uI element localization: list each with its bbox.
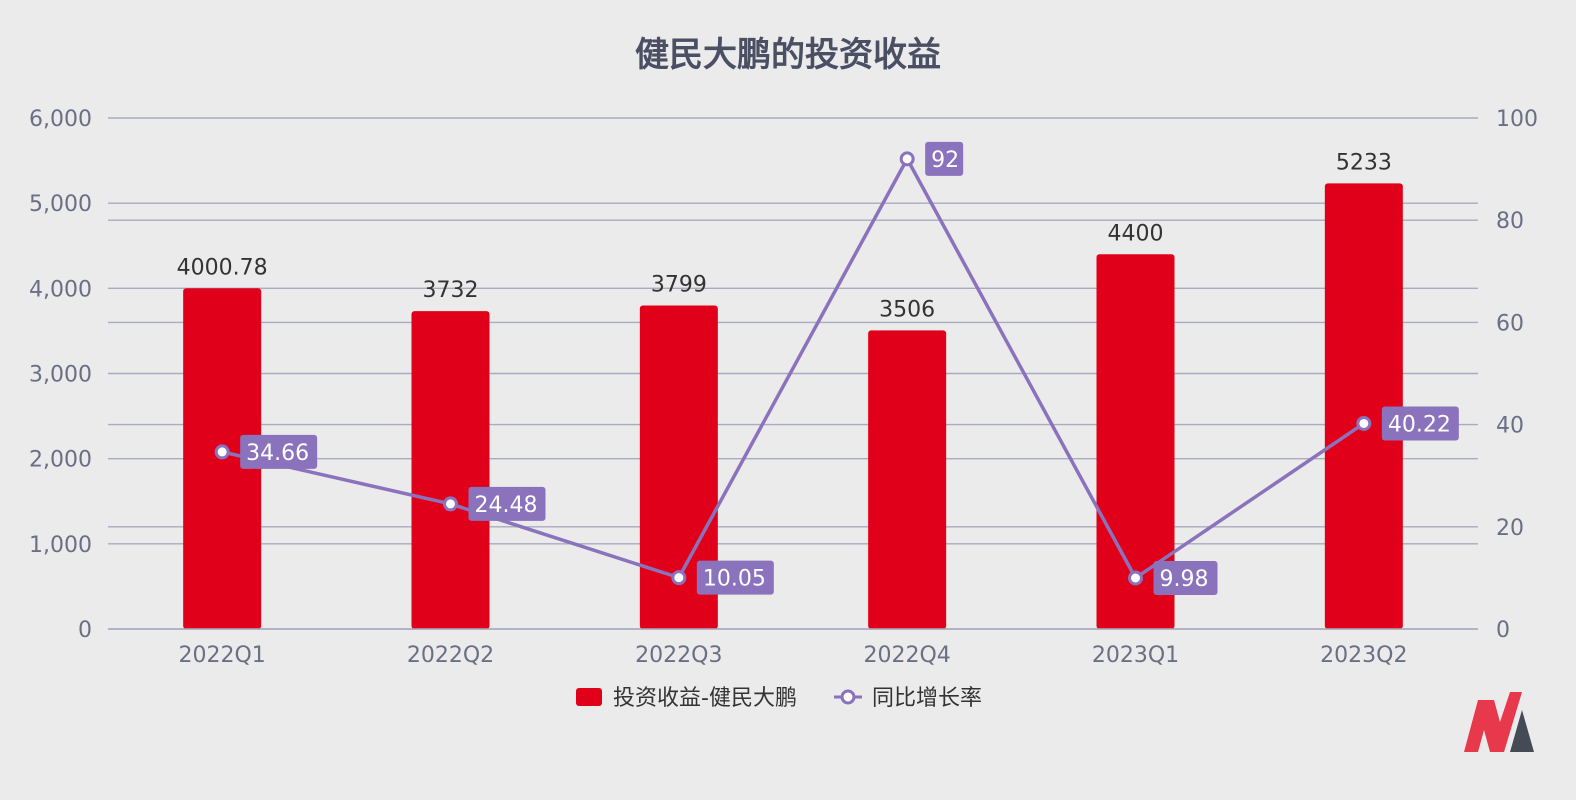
growth-rate-label-text: 10.05 — [703, 567, 766, 592]
legend-bar-label: 投资收益-健民大鹏 — [613, 686, 797, 711]
bar-2023Q1 — [1096, 254, 1175, 629]
growth-rate-label-text: 40.22 — [1388, 412, 1451, 437]
bar-value-label: 4000.78 — [177, 255, 268, 280]
brand-logo-icon — [1464, 692, 1534, 752]
legend-line-marker — [840, 689, 856, 705]
growth-rate-label-text: 34.66 — [246, 441, 309, 466]
x-tick-label: 2023Q1 — [1092, 643, 1179, 668]
x-tick-label: 2022Q4 — [864, 643, 951, 668]
growth-rate-line — [221, 157, 1365, 580]
x-axis: 2022Q1 2022Q2 2022Q3 2022Q4 2023Q1 2023Q2 — [108, 628, 1478, 668]
x-tick-label: 2023Q2 — [1320, 643, 1407, 668]
bar-2022Q2 — [411, 311, 490, 629]
x-tick-label: 2022Q1 — [179, 643, 266, 668]
bar-value-label: 3506 — [879, 297, 935, 322]
growth-rate-point — [671, 570, 687, 586]
grid-layer — [108, 117, 1478, 630]
growth-rate-point — [1128, 570, 1143, 586]
growth-rate-label-bg — [240, 434, 318, 469]
legend: 投资收益-健民大鹏 同比增长率 — [576, 686, 982, 711]
point-labels-layer: 34.66 24.48 10.05 92 9.98 40.22 — [240, 141, 1459, 596]
growth-rate-label-bg — [1381, 406, 1459, 441]
bar-2022Q3 — [639, 305, 718, 629]
growth-rate-label: 10.05 — [696, 560, 774, 595]
growth-rate-label: 34.66 — [240, 434, 318, 469]
logo-dark-stroke — [1510, 710, 1534, 752]
y-right-tick-label: 20 — [1496, 516, 1524, 541]
growth-rate-label-text: 24.48 — [475, 493, 538, 518]
legend-line-label: 同比增长率 — [872, 686, 982, 711]
growth-rate-label-bg — [468, 486, 546, 521]
y-left-tick-label: 4,000 — [29, 277, 92, 302]
bar-value-label: 4400 — [1108, 221, 1164, 246]
growth-rate-label: 40.22 — [1381, 406, 1459, 441]
growth-rate-label: 24.48 — [468, 486, 546, 521]
y-left-tick-label: 0 — [78, 618, 92, 643]
x-tick-label: 2022Q2 — [407, 643, 494, 668]
growth-rate-point — [899, 151, 915, 167]
y-right-tick-label: 40 — [1496, 414, 1524, 439]
y-left-tick-label: 5,000 — [29, 192, 92, 217]
bar-2022Q4 — [868, 330, 947, 629]
chart-title: 健民大鹏的投资收益 — [635, 35, 941, 75]
y-right-tick-label: 100 — [1496, 107, 1538, 132]
y-left-tick-label: 1,000 — [29, 533, 92, 558]
x-tick-label: 2022Q3 — [635, 643, 722, 668]
y-left-tick-label: 3,000 — [29, 363, 92, 388]
y-right-tick-label: 60 — [1496, 311, 1524, 336]
legend-bar-swatch — [576, 688, 602, 706]
left-axis: 0 1,000 2,000 3,000 4,000 5,000 6,000 — [29, 107, 92, 643]
growth-rate-label-text: 9.98 — [1160, 567, 1209, 592]
growth-rate-label: 9.98 — [1153, 561, 1218, 596]
bar-labels-layer: 4000.78 3732 3799 3506 4400 5233 — [177, 150, 1392, 322]
right-axis: 0 20 40 60 80 100 — [1496, 107, 1538, 643]
bar-value-label: 3799 — [651, 272, 707, 297]
line-layer — [214, 151, 1372, 586]
bar-2023Q2 — [1324, 183, 1403, 630]
growth-rate-point — [214, 444, 230, 460]
bars-layer — [183, 183, 1403, 630]
bar-value-label: 3732 — [423, 278, 479, 303]
growth-rate-label: 92 — [925, 141, 964, 176]
y-left-tick-label: 6,000 — [29, 107, 92, 132]
y-left-tick-label: 2,000 — [29, 448, 92, 473]
growth-rate-point — [443, 496, 458, 512]
growth-rate-label-bg — [1153, 561, 1218, 596]
growth-rate-label-bg — [696, 560, 774, 595]
growth-rate-label-bg — [925, 141, 964, 176]
growth-rate-label-text: 92 — [931, 148, 959, 173]
bar-value-label: 5233 — [1336, 150, 1392, 175]
growth-rate-point — [1356, 415, 1372, 431]
logo-red-stroke — [1464, 692, 1522, 752]
y-right-tick-label: 0 — [1496, 618, 1510, 643]
y-right-tick-label: 80 — [1496, 209, 1524, 234]
